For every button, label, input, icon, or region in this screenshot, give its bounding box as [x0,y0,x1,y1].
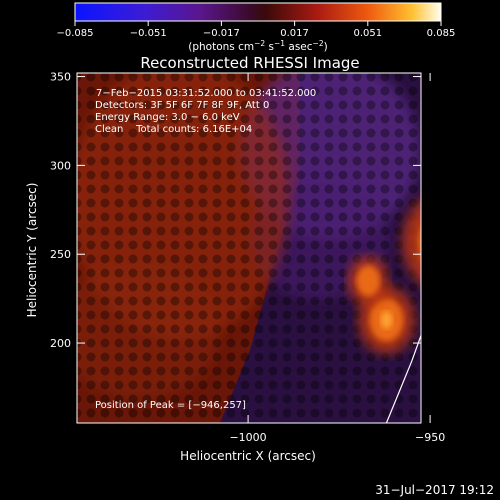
y-tick-label: 250 [50,248,71,261]
peak-position-label: Position of Peak = [−946,257] [95,400,246,411]
plot-frame [76,72,422,424]
info-line-time: 7−Feb−2015 03:31:52.000 to 03:41:52.000 [96,88,316,99]
source-peak [437,234,453,250]
colorbar-tick-label: 0.085 [427,28,456,39]
info-line-clean: Clean Total counts: 6.16E+04 [95,124,252,135]
y-tick-label: 350 [50,71,71,84]
info-line-energy: Energy Range: 3.0 − 6.0 keV [95,112,240,123]
x-tick-label: −1000 [229,431,266,444]
axis-ticks: −1000−950−900200250300350 [50,71,445,444]
colorbar-tick-label: −0.017 [203,28,240,39]
source-bright [380,310,393,329]
plot-area [77,73,459,423]
source-core [418,228,421,256]
source-core [356,265,380,297]
colorbar-gradient [75,3,441,21]
source-main [402,200,459,284]
colorbar-tick-label: 0.017 [280,28,309,39]
colorbar-unit-label: (photons cm−2 s−1 asec−2) [188,39,327,53]
timestamp: 31−Jul−2017 19:12 [375,483,494,497]
y-tick-label: 200 [50,337,71,350]
colorbar: −0.085 −0.051 −0.017 0.017 0.051 0.085 (photo… [56,2,455,53]
colorbar-tick-label: −0.051 [130,28,167,39]
x-axis-label: Heliocentric X (arcsec) [180,449,316,463]
source-halo [402,200,421,284]
info-text: 7−Feb−2015 03:31:52.000 to 03:41:52.000 … [95,88,316,135]
x-tick-label: −950 [415,431,445,444]
info-line-detectors: Detectors: 3F 5F 6F 7F 8F 9F, Att 0 [95,100,269,111]
sources [348,200,459,354]
colorbar-tick-label: −0.085 [56,28,93,39]
source-bright [431,227,459,257]
colorbar-ticks: −0.085 −0.051 −0.017 0.017 0.051 0.085 [56,21,455,39]
chart-title: Reconstructed RHESSI Image [140,54,359,72]
colorbar-frame [74,2,442,22]
source-faint [348,256,389,305]
colorbar-tick-label: 0.051 [353,28,382,39]
solar-limb-line [385,333,421,423]
y-axis-label: Heliocentric Y (arcsec) [25,183,39,318]
ripple-texture [77,73,421,423]
y-tick-label: 300 [50,159,71,172]
